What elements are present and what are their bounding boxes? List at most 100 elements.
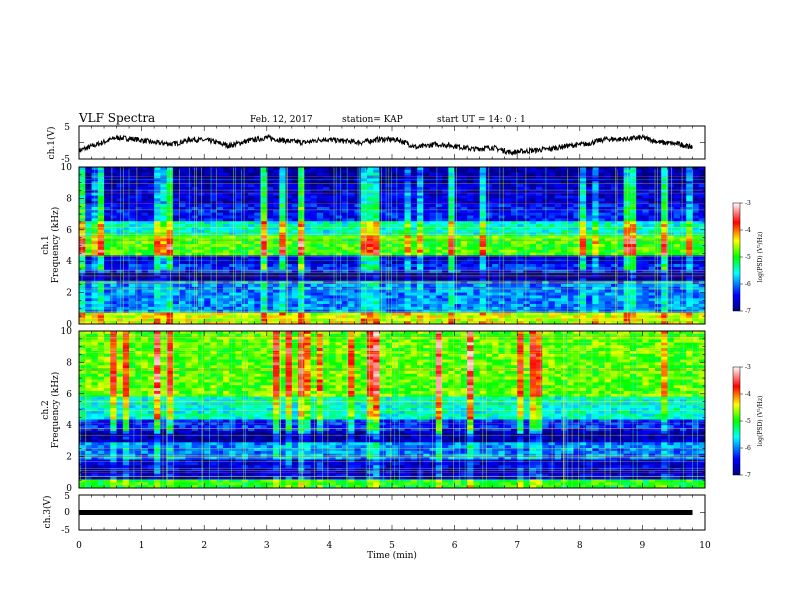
spectrogram-cell (579, 255, 587, 259)
spectrogram-cell (160, 229, 168, 234)
spectrogram-cell (398, 172, 405, 176)
spectrogram-cell (479, 244, 487, 248)
spectrogram-cell (273, 175, 280, 179)
spectrogram-cell (122, 178, 130, 182)
spectrogram-cell (129, 169, 136, 174)
spectrogram-cell (160, 261, 168, 265)
spectrogram-cell (629, 212, 637, 216)
spectrogram-cell (222, 255, 230, 259)
spectrogram-cell (648, 269, 656, 274)
spectrogram-cell (341, 298, 349, 302)
spectrogram-cell (460, 266, 468, 271)
spectrogram-cell (348, 195, 355, 199)
spectrogram-cell (592, 272, 599, 276)
spectrogram-cell (454, 226, 462, 231)
spectrogram-cell (360, 284, 368, 288)
spectrogram-cell (216, 235, 224, 239)
spectrogram-cell (648, 226, 656, 231)
spectrogram-cell (423, 201, 430, 205)
spectrogram-cell (586, 172, 593, 176)
spectrogram-cell (316, 181, 324, 185)
spectrogram-cell (517, 229, 524, 234)
spectrogram-cell (129, 186, 136, 191)
ch1-waveform-ticks (78, 125, 706, 160)
spectrogram-cell (204, 235, 211, 239)
spectrogram-cell (266, 204, 274, 208)
spectrogram-cell (429, 169, 437, 174)
spectrogram-cell (179, 246, 186, 251)
spectrogram-cell (304, 235, 312, 239)
spectrogram-cell (661, 212, 668, 216)
spectrogram-cell (273, 224, 280, 228)
spectrogram-cell (535, 226, 543, 231)
spectrogram-cell (392, 266, 399, 271)
spectrogram-cell (298, 238, 305, 242)
spectrogram-cell (579, 175, 587, 179)
spectrogram-cell (686, 301, 693, 305)
spectrogram-cell (360, 215, 368, 219)
spectrogram-cell (185, 264, 193, 268)
spectrogram-cell (667, 224, 675, 228)
spectrogram-cell (435, 232, 443, 236)
spectrogram-cell (592, 264, 599, 268)
spectrogram-cell (467, 184, 474, 188)
spectrogram-cell (135, 192, 142, 196)
spectrogram-cell (667, 235, 675, 239)
spectrogram-cell (222, 278, 230, 282)
spectrogram-cell (661, 189, 668, 194)
spectrogram-cell (617, 221, 625, 225)
spectrogram-cell (429, 249, 437, 254)
spectrogram-cell (692, 241, 700, 245)
spectrogram-cell (323, 221, 330, 225)
spectrogram-cell (667, 229, 675, 234)
spectrogram-cell (567, 261, 574, 265)
spectrogram-cell (636, 184, 643, 188)
spectrogram-cell (561, 249, 568, 254)
spectrogram-cell (241, 304, 249, 308)
spectrogram-cell (229, 269, 236, 274)
spectrogram-cell (423, 189, 430, 194)
spectrogram-cell (310, 167, 318, 171)
spectrogram-cell (485, 289, 493, 293)
spectrogram-cell (611, 301, 618, 305)
spectrogram-cell (617, 201, 625, 205)
spectrogram-cell (623, 246, 631, 251)
spectrogram-cell (654, 181, 662, 185)
spectrogram-cell (298, 221, 305, 225)
spectrogram-cell (229, 184, 236, 188)
spectrogram-cell (561, 272, 568, 276)
spectrogram-cell (498, 241, 506, 245)
spectrogram-cell (498, 252, 506, 256)
spectrogram-cell (679, 264, 687, 268)
spectrogram-cell (179, 209, 186, 214)
spectrogram-cell (298, 184, 305, 188)
spectrogram-cell (648, 266, 656, 271)
spectrogram-cell (116, 178, 124, 182)
spectrogram-cell (548, 238, 556, 242)
spectrogram-cell (410, 278, 418, 282)
spectrogram-cell (561, 215, 568, 219)
spectrogram-cell (604, 178, 612, 182)
spectrogram-cell (448, 304, 455, 308)
spectrogram-cell (398, 169, 405, 174)
spectrogram-cell (579, 232, 587, 236)
spectrogram-cell (316, 272, 324, 276)
spectrogram-cell (147, 298, 155, 302)
spectrogram-cell (698, 198, 705, 202)
spectrogram-cell (291, 181, 299, 185)
spectrogram-cell (661, 192, 668, 196)
spectrogram-cell (629, 246, 637, 251)
spectrogram-cell (110, 221, 117, 225)
spectrogram-cell (529, 235, 537, 239)
spectrogram-cell (185, 286, 193, 291)
spectrogram-cell (423, 246, 430, 251)
spectrogram-cell (604, 272, 612, 276)
spectrogram-cell (316, 261, 324, 265)
spectrogram-cell (329, 266, 337, 271)
spectrogram-cell (510, 192, 518, 196)
spectrogram-cell (611, 292, 618, 296)
spectrogram-cell (573, 184, 581, 188)
spectrogram-cell (298, 266, 305, 271)
spectrogram-cell (529, 286, 537, 291)
spectrogram-cell (435, 186, 443, 191)
